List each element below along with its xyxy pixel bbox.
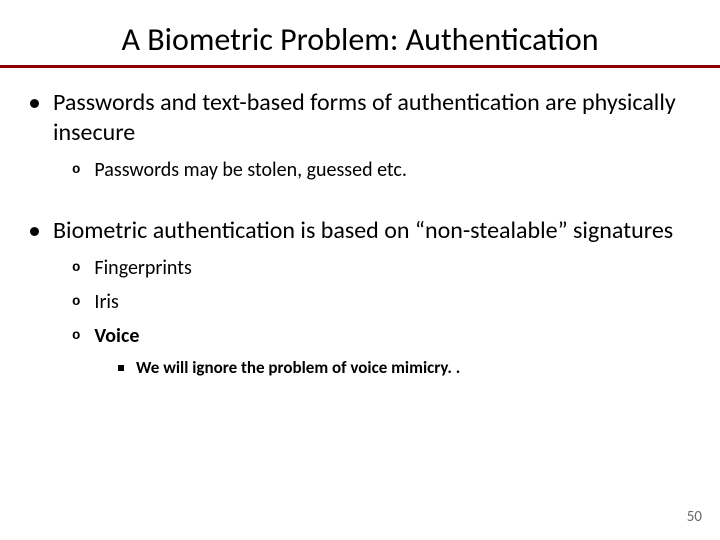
bullet-dot-icon bbox=[30, 99, 39, 108]
sub-bullet-marker-icon: o bbox=[72, 162, 80, 178]
bullet-text: Biometric authentication is based on “no… bbox=[53, 216, 673, 246]
sub-bullet-item: o Iris bbox=[72, 290, 690, 314]
bullet-text: Passwords and text-based forms of authen… bbox=[53, 88, 690, 148]
bullet-dot-icon bbox=[30, 227, 39, 236]
slide: A Biometric Problem: Authentication Pass… bbox=[0, 0, 720, 540]
sub-bullet-marker-icon: o bbox=[72, 328, 80, 344]
bullet-item: Passwords and text-based forms of authen… bbox=[30, 88, 690, 148]
sub-bullet-item: o Passwords may be stolen, guessed etc. bbox=[72, 158, 690, 182]
sub-bullet-item: o Fingerprints bbox=[72, 256, 690, 280]
sub-bullet-text: Passwords may be stolen, guessed etc. bbox=[94, 158, 407, 182]
page-number: 50 bbox=[687, 508, 702, 526]
slide-title: A Biometric Problem: Authentication bbox=[0, 20, 720, 68]
sub-bullet-item: o Voice bbox=[72, 324, 690, 348]
square-bullet-icon bbox=[118, 365, 124, 371]
sub-bullet-marker-icon: o bbox=[72, 294, 80, 310]
sub-bullet-text: Fingerprints bbox=[94, 256, 191, 280]
spacer bbox=[30, 188, 690, 208]
bullet-item: Biometric authentication is based on “no… bbox=[30, 216, 690, 246]
sub-bullet-text: Iris bbox=[94, 290, 118, 314]
sub-bullet-marker-icon: o bbox=[72, 260, 80, 276]
sub-sub-bullet-item: We will ignore the problem of voice mimi… bbox=[118, 358, 690, 378]
sub-bullet-text: Voice bbox=[94, 324, 139, 348]
sub-sub-bullet-text: We will ignore the problem of voice mimi… bbox=[136, 358, 460, 378]
